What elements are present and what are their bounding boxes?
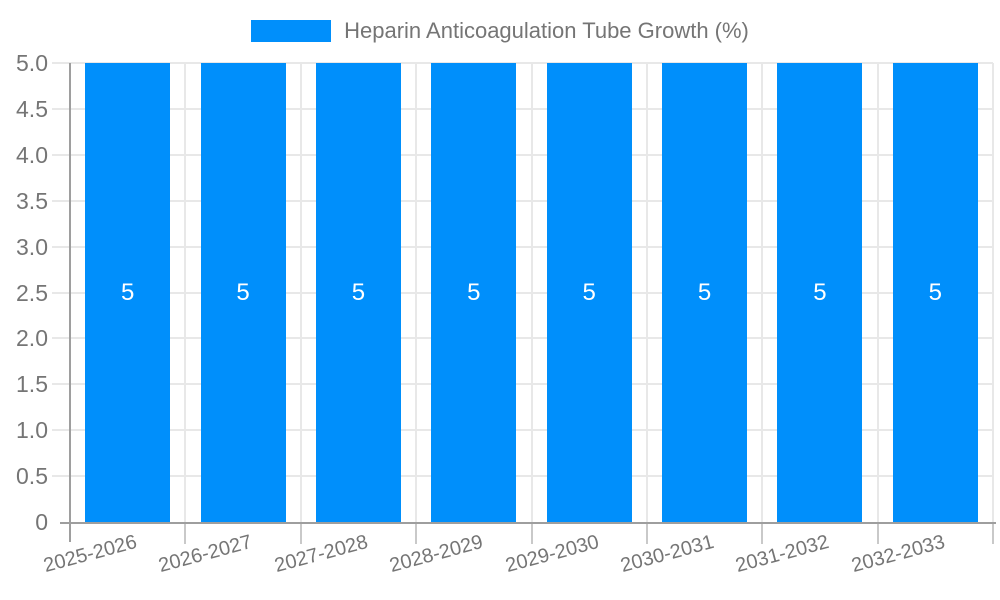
legend: Heparin Anticoagulation Tube Growth (%) <box>0 18 1000 44</box>
h-gridline <box>52 337 993 340</box>
v-gridline <box>876 63 879 522</box>
x-axis-line <box>60 522 996 524</box>
v-gridline <box>761 63 764 522</box>
h-gridline <box>52 475 993 478</box>
x-category-label: 2031-2032 <box>733 531 832 578</box>
x-axis-tick <box>184 524 187 544</box>
bar-2028-2029[interactable] <box>431 63 517 522</box>
x-axis-tick <box>992 524 994 544</box>
v-gridline <box>530 63 533 522</box>
v-gridline <box>184 63 187 522</box>
x-category-label: 2030-2031 <box>618 531 717 578</box>
y-axis-tick-label: 0 <box>35 509 48 535</box>
x-axis-tick <box>876 524 879 544</box>
bar-value-label: 5 <box>697 278 712 306</box>
bar-value-label: 5 <box>121 278 135 306</box>
h-gridline <box>52 199 993 202</box>
y-axis-tick-label: 1.0 <box>16 417 48 444</box>
y-axis-tick-label: 4.5 <box>16 95 48 122</box>
x-category-label: 2029-2030 <box>502 531 601 578</box>
v-gridline <box>415 63 418 522</box>
y-axis-tick-label: 5.0 <box>16 50 48 76</box>
y-axis-tick-label: 2.0 <box>16 325 48 352</box>
v-gridline <box>299 63 302 522</box>
bar-2027-2028[interactable] <box>315 63 401 522</box>
h-gridline <box>52 62 993 64</box>
h-gridline <box>52 153 993 156</box>
bar-2026-2027[interactable] <box>200 63 286 522</box>
x-axis-tick <box>645 524 648 544</box>
h-gridline <box>52 429 993 432</box>
y-axis-tick-label: 4.0 <box>16 141 48 168</box>
x-axis-tick <box>530 524 533 544</box>
legend-label: Heparin Anticoagulation Tube Growth (%) <box>344 18 749 43</box>
bar-value-label: 5 <box>467 278 481 306</box>
v-gridline <box>645 63 648 522</box>
x-axis-tick <box>415 524 418 544</box>
bar-value-label: 5 <box>813 278 827 306</box>
x-category-label: 2028-2029 <box>387 531 486 578</box>
h-gridline <box>52 383 993 386</box>
bar-2030-2031[interactable] <box>662 63 748 522</box>
h-gridline <box>52 107 993 110</box>
x-axis-tick <box>761 524 764 544</box>
bar-2032-2033[interactable] <box>892 63 978 522</box>
y-axis-tick-label: 0.5 <box>16 463 48 490</box>
h-gridline <box>52 291 993 294</box>
bar-value-label: 5 <box>928 278 942 306</box>
bar-value-label: 5 <box>236 278 250 306</box>
bar-2029-2030[interactable] <box>546 63 632 522</box>
bar-2025-2026[interactable] <box>85 63 171 522</box>
h-gridline <box>52 245 993 248</box>
y-axis-tick-label: 3.5 <box>16 187 48 214</box>
y-axis-line <box>69 63 71 542</box>
bar-value-label: 5 <box>582 278 596 306</box>
y-axis-tick-label: 1.5 <box>16 371 48 398</box>
bar-2031-2032[interactable] <box>777 63 863 522</box>
legend-swatch-icon <box>251 20 332 42</box>
bar-value-label: 5 <box>351 278 366 306</box>
x-category-label: 2025-2026 <box>41 531 140 578</box>
x-category-label: 2026-2027 <box>156 531 255 578</box>
y-axis-tick-label: 3.0 <box>16 233 48 260</box>
v-gridline <box>992 63 994 522</box>
x-category-label: 2032-2033 <box>848 531 948 578</box>
y-axis-tick-label: 2.5 <box>16 279 48 306</box>
legend-item[interactable]: Heparin Anticoagulation Tube Growth (%) <box>251 18 749 44</box>
x-category-label: 2027-2028 <box>272 531 371 578</box>
x-axis-tick <box>299 524 302 544</box>
